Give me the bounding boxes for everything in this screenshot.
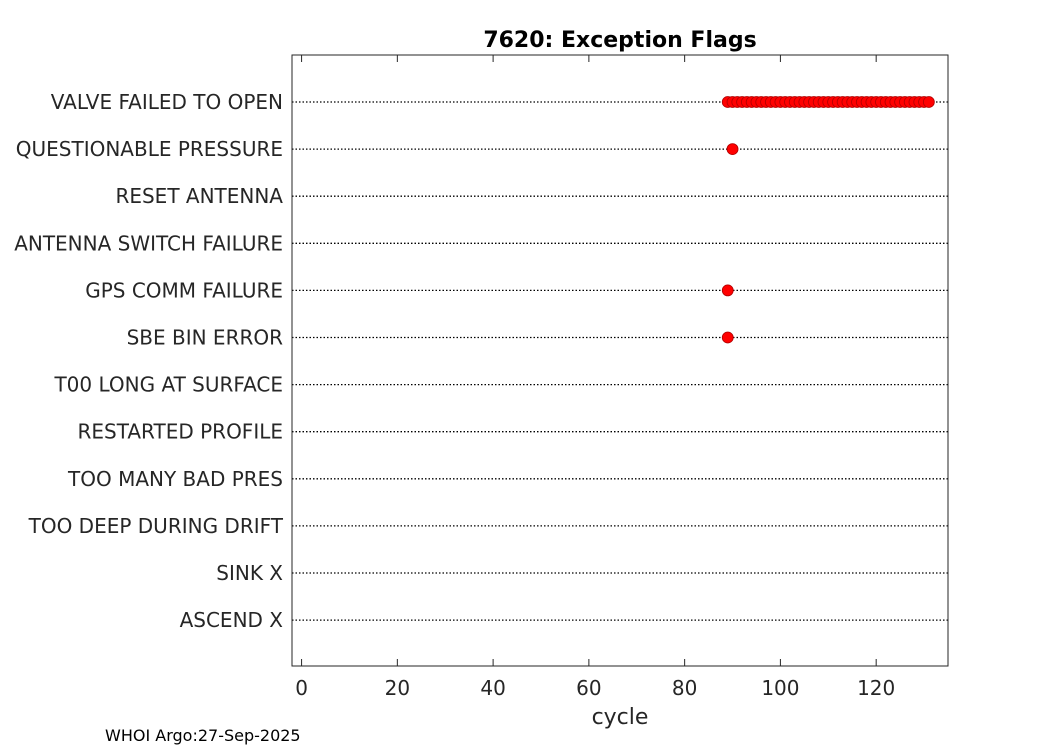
flag-marker [721,331,734,344]
y-tick-label: T00 LONG AT SURFACE [53,373,283,397]
chart-title: 7620: Exception Flags [483,28,756,53]
x-tick-label: 100 [761,676,799,700]
x-tick-label: 120 [857,676,895,700]
y-tick-label: SBE BIN ERROR [127,326,284,350]
flag-marker [721,284,734,297]
x-tick-label: 40 [480,676,505,700]
y-tick-label: TOO MANY BAD PRES [67,467,283,491]
y-tick-label: TOO DEEP DURING DRIFT [28,514,284,538]
flag-marker [922,96,935,108]
y-tick-label: ASCEND X [180,608,284,632]
y-tick-label: QUESTIONABLE PRESSURE [16,137,283,161]
x-tick-label: 80 [672,676,697,700]
y-tick-label: RESET ANTENNA [115,184,283,208]
y-tick-label: GPS COMM FAILURE [85,278,283,302]
flag-marker [726,143,739,156]
footer-note: WHOI Argo:27-Sep-2025 [105,726,301,745]
x-tick-label: 0 [295,676,308,700]
x-tick-label: 20 [385,676,410,700]
y-tick-label: SINK X [216,561,283,585]
y-axis-flag-labels: VALVE FAILED TO OPEN QUESTIONABLE PRESSUR… [14,90,284,632]
x-tick-label: 60 [576,676,601,700]
y-tick-label: RESTARTED PROFILE [77,420,283,444]
x-axis-label: cycle [592,705,649,730]
plot-frame [291,54,949,667]
y-tick-label: ANTENNA SWITCH FAILURE [14,231,283,255]
flag-markers [721,96,935,344]
flag-guide-lines [292,101,948,621]
y-tick-label: VALVE FAILED TO OPEN [51,90,283,114]
x-axis-ticks: 0 20 40 60 80 100 120 [295,55,895,700]
